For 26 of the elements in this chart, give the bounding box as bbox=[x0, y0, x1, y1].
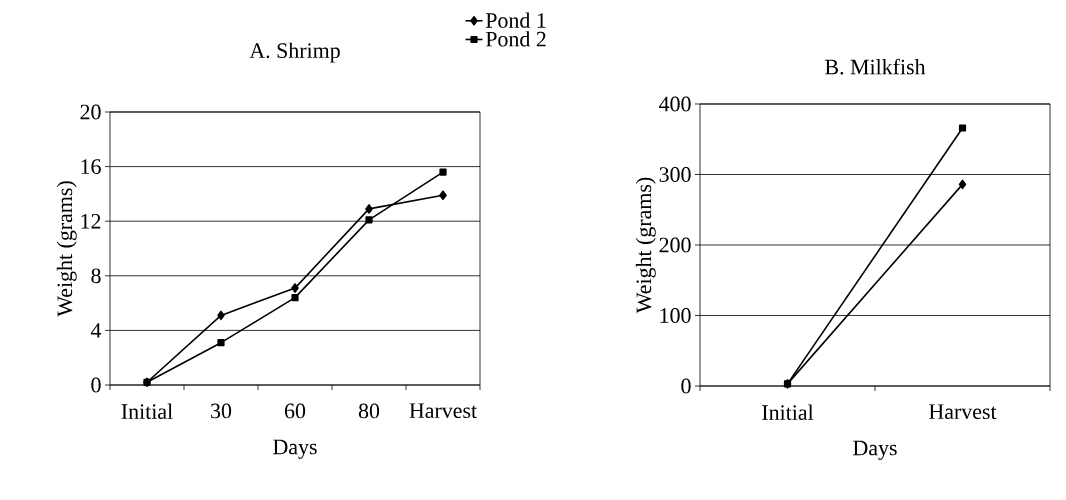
y-axis-title: Weight (grams) bbox=[635, 177, 656, 314]
y-tick-label: 12 bbox=[81, 213, 101, 229]
chart-title: A. Shrimp bbox=[249, 42, 340, 63]
y-axis-title: Weight (grams) bbox=[56, 181, 77, 317]
x-axis-title: Days bbox=[273, 439, 317, 459]
y-tick-label: 20 bbox=[80, 104, 101, 120]
x-tick-label: 80 bbox=[358, 403, 380, 419]
legend-label: Pond 1 bbox=[485, 12, 546, 28]
chart-title: B. Milkfish bbox=[825, 58, 926, 75]
y-tick-label: 400 bbox=[659, 96, 691, 112]
x-tick-label: 30 bbox=[211, 403, 232, 419]
x-tick-label: Initial bbox=[762, 404, 814, 420]
x-tick-label: Initial bbox=[121, 403, 173, 419]
y-tick-label: 200 bbox=[659, 237, 691, 253]
x-axis-title: Days bbox=[853, 440, 897, 460]
x-tick-label: Harvest bbox=[929, 404, 997, 420]
legend-label: Pond 2 bbox=[485, 31, 546, 47]
y-tick-label: 100 bbox=[660, 308, 691, 323]
x-tick-label: Harvest bbox=[409, 403, 477, 419]
y-tick-label: 16 bbox=[81, 159, 101, 174]
y-tick-label: 0 bbox=[681, 378, 691, 394]
y-tick-label: 0 bbox=[91, 377, 101, 393]
x-tick-label: 60 bbox=[284, 403, 306, 419]
y-tick-label: 8 bbox=[91, 268, 101, 284]
y-tick-label: 300 bbox=[659, 167, 691, 182]
y-tick-label: 4 bbox=[90, 323, 102, 338]
